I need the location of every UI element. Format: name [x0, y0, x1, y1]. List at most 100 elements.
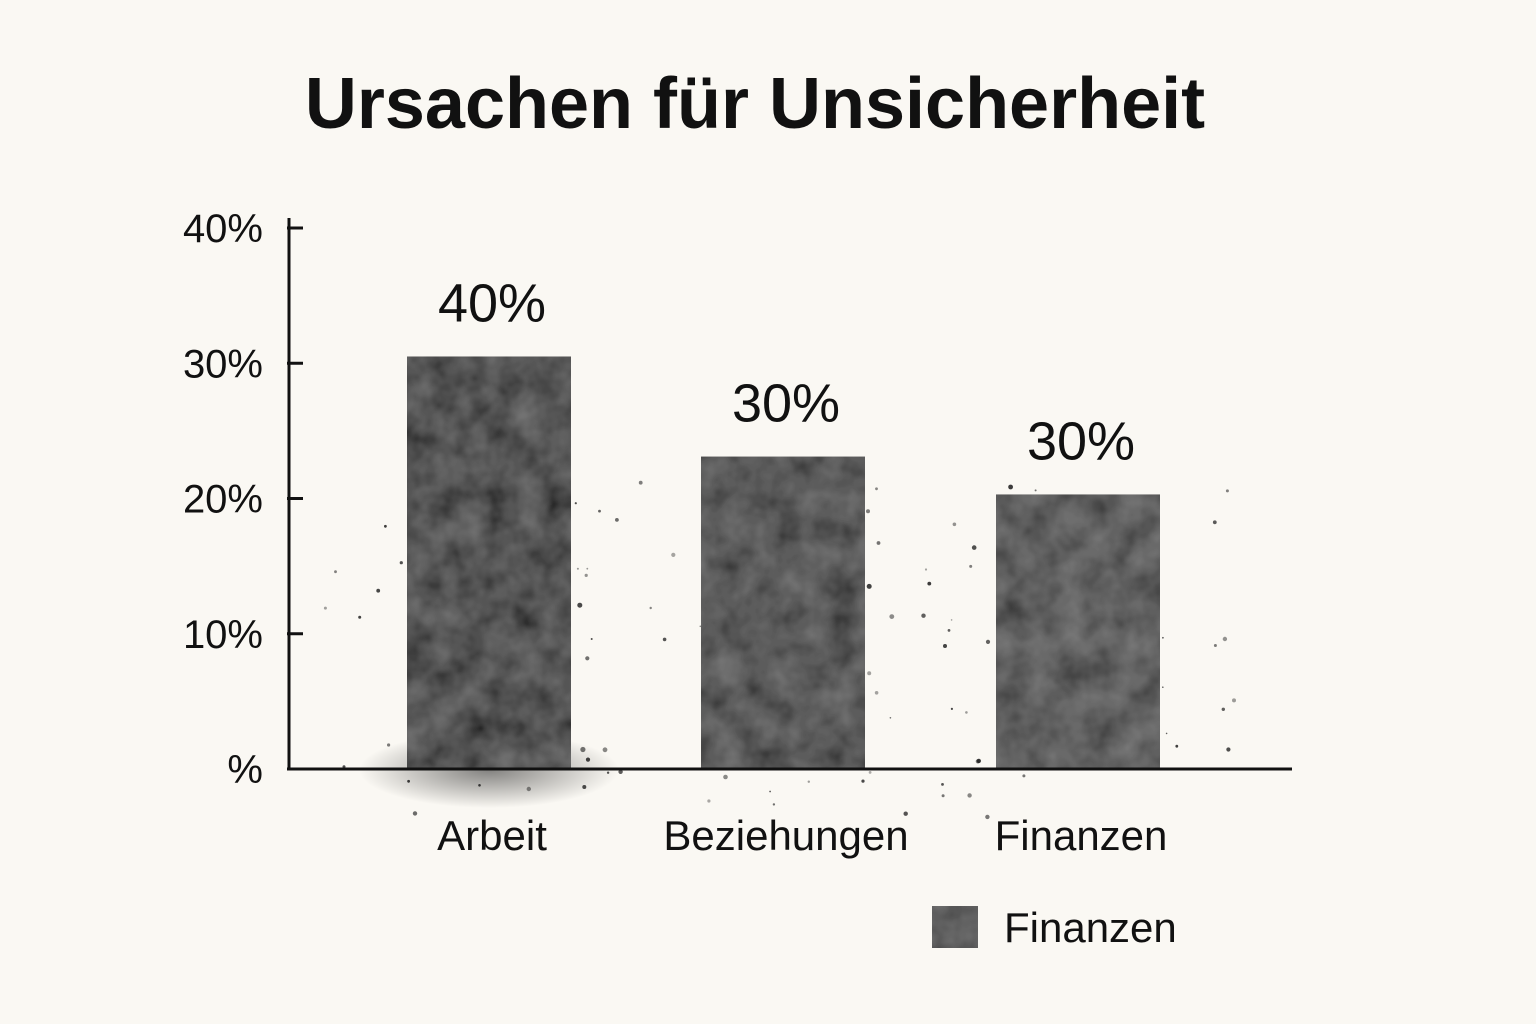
ink-speck [866, 509, 870, 514]
ink-speck [924, 568, 928, 571]
ink-speck [399, 561, 403, 565]
ink-speck [952, 522, 957, 527]
ink-speck [965, 711, 968, 714]
legend: Finanzen [932, 904, 1177, 951]
ink-speck [582, 785, 587, 789]
ink-speck [707, 799, 711, 803]
ink-speck [1213, 644, 1217, 647]
ink-speck [1034, 489, 1037, 492]
ink-speck [407, 779, 410, 783]
y-tick-label: 20% [183, 478, 263, 522]
ink-speck [1212, 520, 1217, 525]
ink-speck [526, 786, 531, 792]
ink-speck [723, 774, 728, 780]
ink-speck [903, 811, 908, 816]
y-tick-label: 30% [183, 342, 263, 386]
ink-speck [875, 487, 878, 491]
ink-speck [950, 619, 953, 621]
ink-speck [1165, 732, 1168, 735]
ink-speck [976, 758, 981, 764]
ink-speck [606, 771, 610, 774]
y-ticks-group: % 10% 20% 30% 40% [183, 207, 303, 792]
ink-speck [769, 790, 771, 793]
ink-speck [387, 743, 391, 747]
chart-title: Ursachen für Unsicherheit [305, 64, 1205, 144]
ink-speck [586, 567, 589, 570]
data-label: 40% [438, 273, 546, 333]
ink-speck [889, 614, 895, 619]
ink-speck [602, 747, 608, 753]
ink-speck [1225, 489, 1229, 493]
ink-speck [985, 814, 990, 820]
ink-speck [941, 794, 945, 798]
ink-speck [1008, 484, 1013, 490]
bar-arbeit [407, 356, 571, 769]
ink-speck [943, 644, 947, 648]
x-labels-group: Arbeit Beziehungen Finanzen [437, 812, 1167, 859]
ink-speck [1226, 747, 1231, 752]
bars-group [407, 356, 1160, 769]
ink-speck [807, 780, 810, 783]
ink-speck [1175, 744, 1179, 748]
x-category-label: Beziehungen [663, 812, 908, 859]
ink-speck [874, 691, 879, 695]
ink-speck [358, 615, 362, 619]
x-category-label: Arbeit [437, 812, 547, 859]
ink-speck [927, 581, 932, 586]
ink-speck [1221, 707, 1226, 711]
ink-speck [334, 570, 337, 574]
ink-speck [921, 613, 926, 618]
ink-speck [615, 518, 619, 522]
y-tick-label: 10% [183, 613, 263, 657]
ink-speck [868, 771, 872, 774]
ink-speck [1232, 698, 1236, 703]
ink-speck [889, 717, 892, 719]
ink-speck [638, 480, 643, 485]
bar-beziehungen [701, 456, 865, 769]
ink-speck [985, 639, 991, 645]
ink-speck [580, 746, 586, 753]
ink-speck [950, 707, 954, 711]
ink-speck [876, 541, 881, 545]
ink-speck [662, 637, 667, 642]
x-category-label: Finanzen [995, 812, 1168, 859]
ink-speck [584, 573, 588, 578]
ink-speck [478, 784, 481, 787]
ink-speck [576, 567, 579, 570]
ink-speck [1162, 636, 1164, 639]
y-tick-label: % [227, 748, 263, 792]
y-tick-label: 40% [183, 207, 263, 251]
legend-swatch [932, 906, 978, 948]
ink-speck [384, 524, 387, 528]
ink-speck [671, 552, 676, 558]
data-label: 30% [732, 374, 840, 434]
ink-speck [1222, 636, 1228, 642]
ink-speck [971, 545, 977, 550]
ink-speck [866, 583, 872, 589]
ink-speck [1022, 774, 1026, 778]
ink-speck [585, 757, 591, 762]
data-label: 30% [1027, 411, 1135, 471]
ink-speck [376, 588, 381, 593]
ink-speck [585, 656, 590, 661]
ink-speck [590, 638, 593, 640]
ink-speck [412, 811, 418, 816]
ink-speck [649, 606, 652, 610]
ink-speck [772, 803, 776, 806]
ink-speck [577, 602, 583, 608]
ink-speck [967, 793, 972, 798]
ink-speck [941, 783, 944, 786]
bar-finanzen [996, 494, 1160, 769]
ink-speck [699, 625, 702, 628]
ink-speck [969, 564, 973, 568]
ink-speck [861, 779, 865, 783]
ink-speck [867, 671, 872, 676]
ink-speck [598, 509, 601, 513]
ink-speck [574, 502, 577, 505]
ink-speck [947, 629, 951, 632]
legend-label: Finanzen [1004, 904, 1177, 951]
ink-speck [618, 769, 623, 774]
ink-speck [323, 606, 327, 610]
